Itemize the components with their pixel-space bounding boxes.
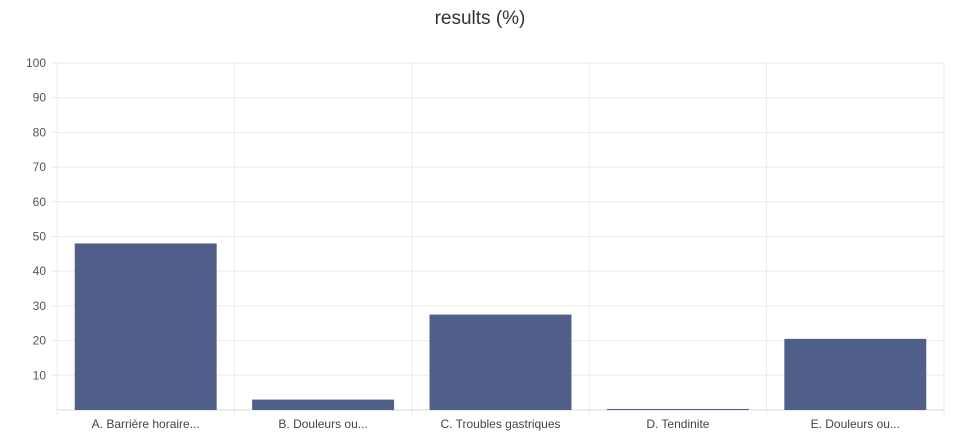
bar[interactable] (252, 399, 395, 410)
y-tick-label: 20 (33, 334, 47, 348)
chart-title: results (%) (434, 8, 526, 29)
y-tick-label: 80 (33, 125, 47, 139)
y-axis-ticks: 10 20 30 40 50 60 70 80 90 100 (26, 56, 46, 382)
bar[interactable] (606, 408, 749, 410)
bar[interactable] (429, 314, 572, 410)
y-tick-label: 60 (33, 195, 47, 209)
x-axis-ticks: A. Barrière horaire... B. Douleurs ou... C… (92, 417, 900, 431)
y-tick-label: 100 (26, 56, 46, 70)
x-tick-label: B. Douleurs ou... (278, 417, 367, 431)
x-tick-label: A. Barrière horaire... (92, 417, 200, 431)
grid-lines (51, 62, 945, 415)
x-tick-label: E. Douleurs ou... (811, 417, 900, 431)
bar[interactable] (74, 243, 217, 410)
x-tick-label: D. Tendinite (646, 417, 709, 431)
y-tick-label: 40 (33, 264, 47, 278)
x-tick-label: C. Troubles gastriques (440, 417, 560, 431)
y-tick-label: 70 (33, 160, 47, 174)
y-tick-label: 50 (33, 230, 47, 244)
bars (74, 243, 927, 410)
y-tick-label: 30 (33, 299, 47, 313)
y-tick-label: 90 (33, 91, 47, 105)
y-tick-label: 10 (33, 368, 47, 382)
bar[interactable] (784, 338, 927, 410)
